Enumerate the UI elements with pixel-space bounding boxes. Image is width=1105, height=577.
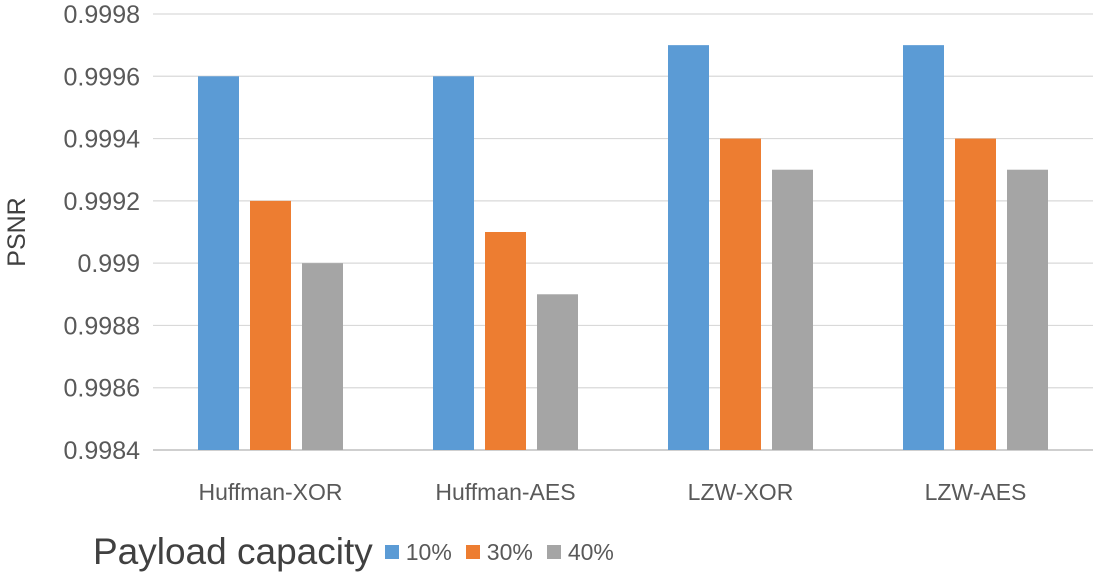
y-tick-label: 0.9992 [64,188,140,216]
y-tick-label: 0.9984 [64,437,141,465]
bar-lzw-xor-30pct [720,138,761,451]
bars [198,45,1048,451]
legend-title: Payload capacity [93,531,373,572]
legend-label: 10% [405,538,452,565]
x-tick-label: LZW-XOR [688,479,794,505]
y-tick-label: 0.9988 [64,312,140,340]
x-tick-label: Huffman-XOR [198,479,342,505]
bar-huffman-xor-10pct [198,76,239,451]
y-axis-label: PSNR [3,197,31,266]
legend-label: 40% [567,538,614,565]
legend-swatch [546,545,561,559]
legend-swatch [384,545,399,559]
bar-huffman-aes-30pct [485,232,526,450]
y-tick-label: 0.9994 [64,126,141,154]
x-axis-ticks: Huffman-XOR Huffman-AES LZW-XOR LZW-AES [198,479,1026,505]
legend-item: 30% [465,538,533,566]
bar-huffman-aes-10pct [433,76,474,451]
bar-lzw-xor-40pct [772,169,813,450]
legend-item: 10% [384,538,452,566]
legend-item: 40% [546,538,614,566]
y-axis-ticks: 0.9984 0.9986 0.9988 0.999 0.9992 0.9994 0.999… [64,1,141,465]
legend-label: 30% [486,538,533,565]
x-tick-label: LZW-AES [925,479,1027,505]
bar-lzw-aes-40pct [1007,169,1048,450]
bar-lzw-aes-10pct [903,45,944,451]
y-tick-label: 0.999 [77,250,140,278]
legend: Payload capacity 10% 30% 40% [93,527,628,577]
x-tick-label: Huffman-AES [435,479,575,505]
bar-lzw-aes-30pct [955,138,996,451]
bar-huffman-xor-30pct [250,200,291,450]
gridlines [153,13,1093,451]
bar-huffman-xor-40pct [302,263,343,450]
bar-lzw-xor-10pct [668,45,709,451]
legend-items: 10% 30% 40% [384,538,628,566]
legend-swatch [465,545,480,559]
bar-huffman-aes-40pct [537,294,578,450]
y-tick-label: 0.9998 [64,1,140,29]
bar-chart: 0.9984 0.9986 0.9988 0.999 0.9992 0.9994 0.999… [3,1,1093,505]
y-tick-label: 0.9986 [64,375,140,403]
y-tick-label: 0.9996 [64,63,140,91]
